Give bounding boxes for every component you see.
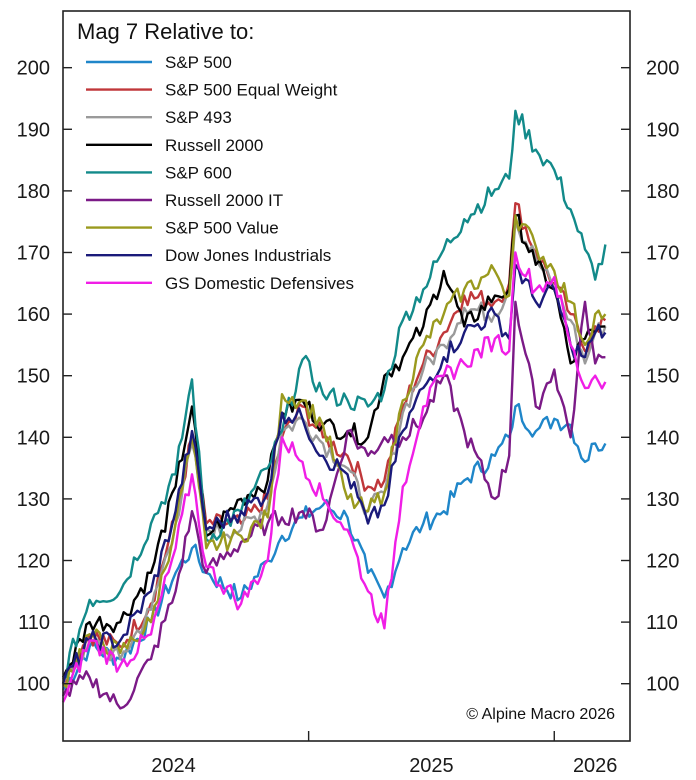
legend-label: Russell 2000 xyxy=(165,136,263,155)
legend-label: GS Domestic Defensives xyxy=(165,274,354,293)
x-tick-label: 2024 xyxy=(151,755,196,777)
y-tick-label-right: 160 xyxy=(646,304,679,326)
y-axis-right: 100 110 120 130 140 150 160 170 180 190 200 xyxy=(621,58,679,696)
y-tick-label-right: 130 xyxy=(646,489,679,511)
y-tick-label-right: 180 xyxy=(646,181,679,203)
legend: Mag 7 Relative to: S&P 500 S&P 500 Equal … xyxy=(77,19,354,293)
y-tick-label-left: 150 xyxy=(17,366,50,388)
y-tick-label-right: 200 xyxy=(646,58,679,80)
y-tick-label-left: 110 xyxy=(18,612,50,634)
plot-frame xyxy=(62,10,631,742)
y-tick-label-right: 100 xyxy=(646,674,679,696)
y-tick-label-left: 200 xyxy=(17,58,50,80)
x-axis: 2024 2025 2026 xyxy=(151,731,617,777)
legend-label: S&P 493 xyxy=(165,108,232,127)
y-tick-label-left: 180 xyxy=(17,181,50,203)
y-tick-label-left: 100 xyxy=(17,674,50,696)
y-axis-left: 100 110 120 130 140 150 160 170 180 190 200 xyxy=(17,58,72,696)
legend-label: S&P 500 Value xyxy=(165,219,279,238)
legend-title: Mag 7 Relative to: xyxy=(77,19,254,44)
y-tick-label-right: 170 xyxy=(646,242,679,264)
y-tick-label-left: 190 xyxy=(17,119,50,141)
y-tick-label-left: 140 xyxy=(17,427,50,449)
y-tick-label-right: 110 xyxy=(646,612,678,634)
y-tick-label-left: 130 xyxy=(17,489,50,511)
credit-text: © Alpine Macro 2026 xyxy=(466,706,615,723)
y-tick-label-right: 120 xyxy=(646,551,679,573)
y-tick-label-left: 120 xyxy=(17,551,50,573)
series-line-6 xyxy=(62,214,607,689)
y-tick-label-right: 140 xyxy=(646,427,679,449)
y-tick-label-left: 160 xyxy=(17,304,50,326)
x-tick-label: 2025 xyxy=(409,755,454,777)
legend-label: Dow Jones Industrials xyxy=(165,246,331,265)
series-lines xyxy=(61,109,607,710)
y-tick-label-left: 170 xyxy=(17,242,50,264)
legend-label: Russell 2000 IT xyxy=(165,191,283,210)
series-line-8 xyxy=(61,251,607,703)
x-tick-label: 2026 xyxy=(573,755,618,777)
legend-label: S&P 500 Equal Weight xyxy=(165,81,338,100)
legend-label: S&P 500 xyxy=(165,53,232,72)
y-tick-label-right: 190 xyxy=(646,119,679,141)
y-tick-label-right: 150 xyxy=(646,366,679,388)
series-line-4 xyxy=(62,109,607,679)
legend-label: S&P 600 xyxy=(165,163,232,182)
series-line-5 xyxy=(61,300,606,710)
